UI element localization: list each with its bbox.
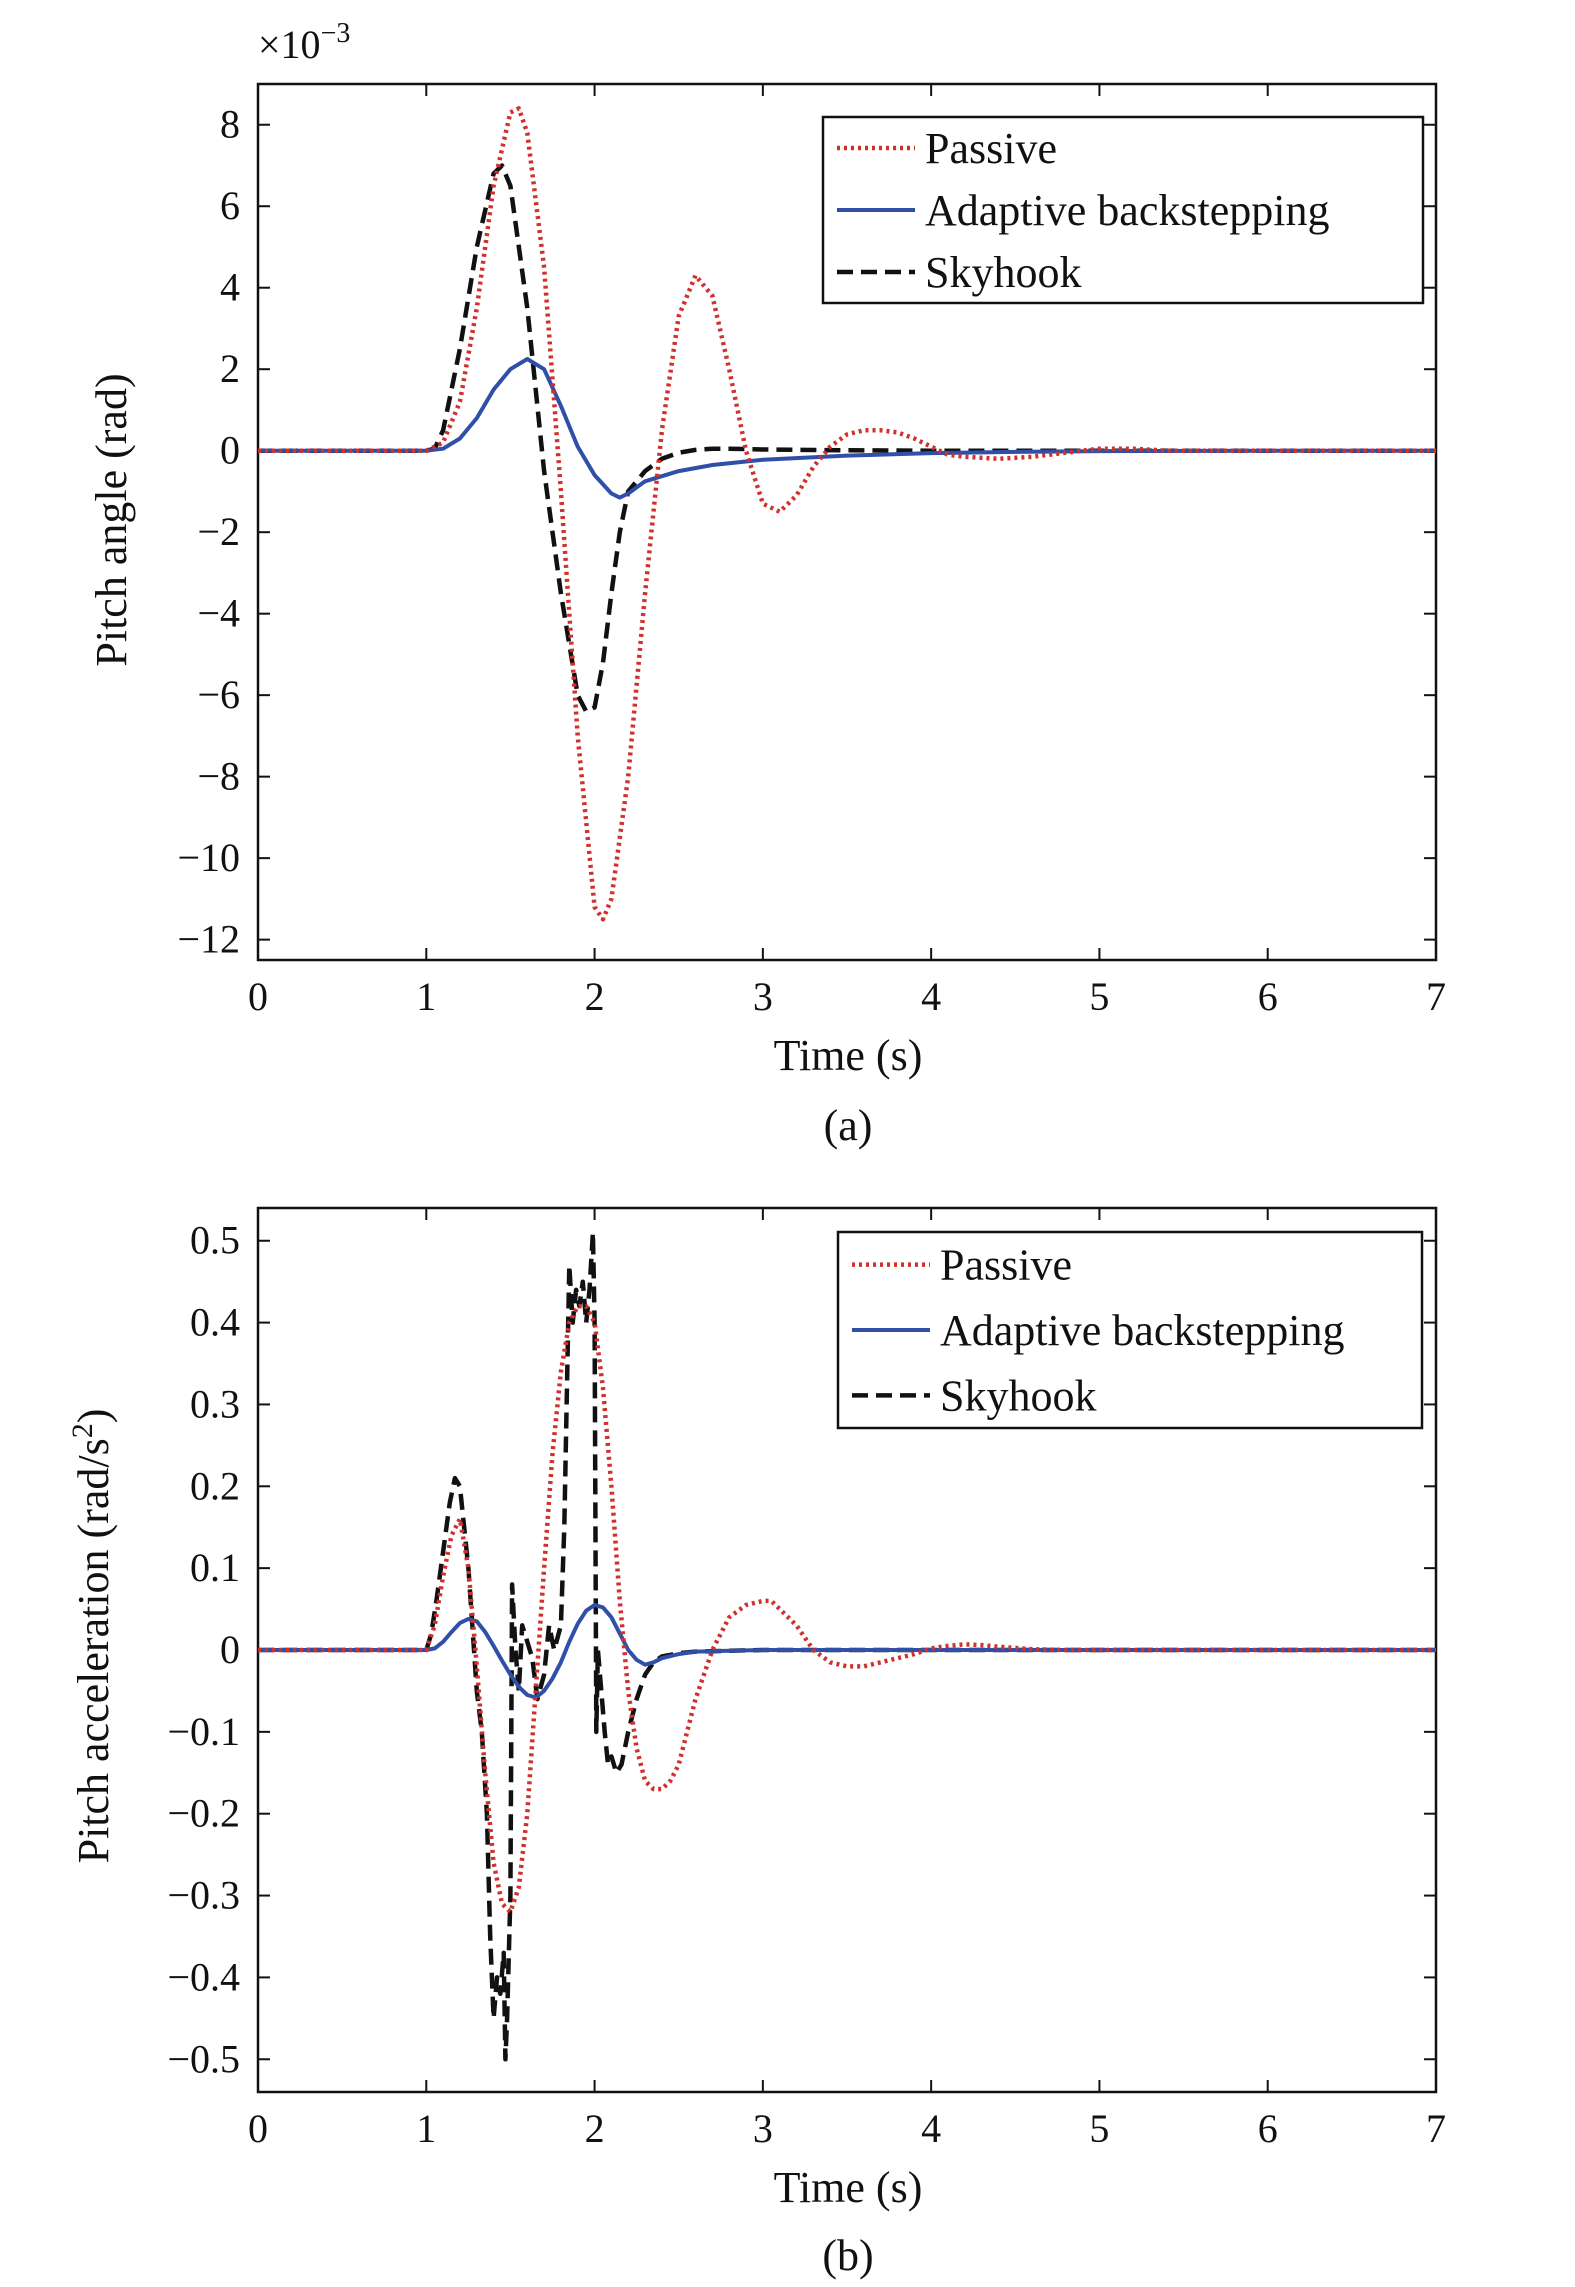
y-tick-label: 0.5 [190,1218,240,1263]
y-tick-label: 0.3 [190,1381,240,1426]
x-tick-label: 7 [1426,974,1446,1019]
x-tick-label: 0 [248,2106,268,2151]
y-axis-label: Pitch acceleration (rad/s2) [66,1409,118,1864]
x-tick-label: 1 [416,2106,436,2151]
y-tick-label: 4 [220,265,240,310]
legend: Passive Adaptive backstepping Skyhook [821,115,1425,305]
y-tick-label: 2 [220,346,240,391]
x-axis-label: Time (s) [774,1031,923,1080]
plot-area: 0 1 2 3 4 5 6 7 8 6 4 2 0 −2 −4 −6 −8 −10 −12 Passive Adapti… [177,82,1446,1019]
y-tick-label: −0.3 [167,1873,240,1918]
x-tick-label: 7 [1426,2106,1446,2151]
y-tick-label: −4 [197,591,240,636]
series-line-skyhook [258,1230,1436,2062]
y-tick-label: −12 [177,917,240,962]
panel-caption: (a) [824,1101,873,1150]
legend-label: Passive [940,1241,1072,1290]
x-tick-label: 3 [753,2106,773,2151]
legend-label: Skyhook [925,248,1081,297]
y-tick-label: 0.4 [190,1300,240,1345]
plot-frame [256,82,1438,962]
x-tick-label: 5 [1089,974,1109,1019]
x-tick-label: 6 [1258,2106,1278,2151]
legend: Passive Adaptive backstepping Skyhook [836,1230,1424,1430]
y-tick-label: 6 [220,183,240,228]
x-tick-label: 6 [1258,974,1278,1019]
y-tick-label: 0.2 [190,1463,240,1508]
panel-caption: (b) [822,2231,873,2280]
y-tick-label: −0.5 [167,2036,240,2081]
x-tick-label: 1 [416,974,436,1019]
legend-box [821,115,1425,305]
x-tick-label: 4 [921,974,941,1019]
chart-panel-b: Pitch acceleration (rad/s2) Time (s) (b)… [66,1206,1446,2280]
y-tick-label: −8 [197,754,240,799]
y-axis-label: Pitch angle (rad) [87,373,136,666]
y-tick-label: −6 [197,672,240,717]
series-group [258,1230,1436,2062]
series-line-skyhook [258,163,1436,714]
y-tick-label: 0 [220,1627,240,1672]
y-tick-label: 0.1 [190,1545,240,1590]
y-tick-label: 8 [220,102,240,147]
legend-label: Adaptive backstepping [940,1306,1344,1355]
series-line-adaptive-backstepping [258,357,1436,500]
y-tick-label: −2 [197,509,240,554]
x-tick-label: 2 [585,2106,605,2151]
y-axis-multiplier: ×10−3 [258,18,350,67]
x-tick-label: 5 [1089,2106,1109,2151]
x-tick-label: 4 [921,2106,941,2151]
x-tick-label: 3 [753,974,773,1019]
legend-box [836,1230,1424,1430]
series-group [258,106,1436,922]
legend-label: Skyhook [940,1371,1096,1420]
legend-label: Passive [925,124,1057,173]
series-line-passive [258,1303,1436,1915]
y-tick-label: 0 [220,428,240,473]
y-tick-label: −10 [177,835,240,880]
y-tick-label: −0.2 [167,1791,240,1836]
x-tick-label: 0 [248,974,268,1019]
y-tick-label: −0.4 [167,1954,240,1999]
legend-label: Adaptive backstepping [925,186,1329,235]
x-tick-label: 2 [585,974,605,1019]
plot-area: 0 1 2 3 4 5 6 7 0.5 0.4 0.3 0.2 0.1 0 −0.1 −0.2 −0.3 −0.4… [167,1206,1446,2151]
x-axis-label: Time (s) [774,2163,923,2212]
chart-panel-a: ×10−3 Pitch angle (rad) Time (s) (a) 0 1 2… [87,18,1446,1150]
y-tick-label: −0.1 [167,1709,240,1754]
series-line-adaptive-backstepping [258,1603,1436,1700]
